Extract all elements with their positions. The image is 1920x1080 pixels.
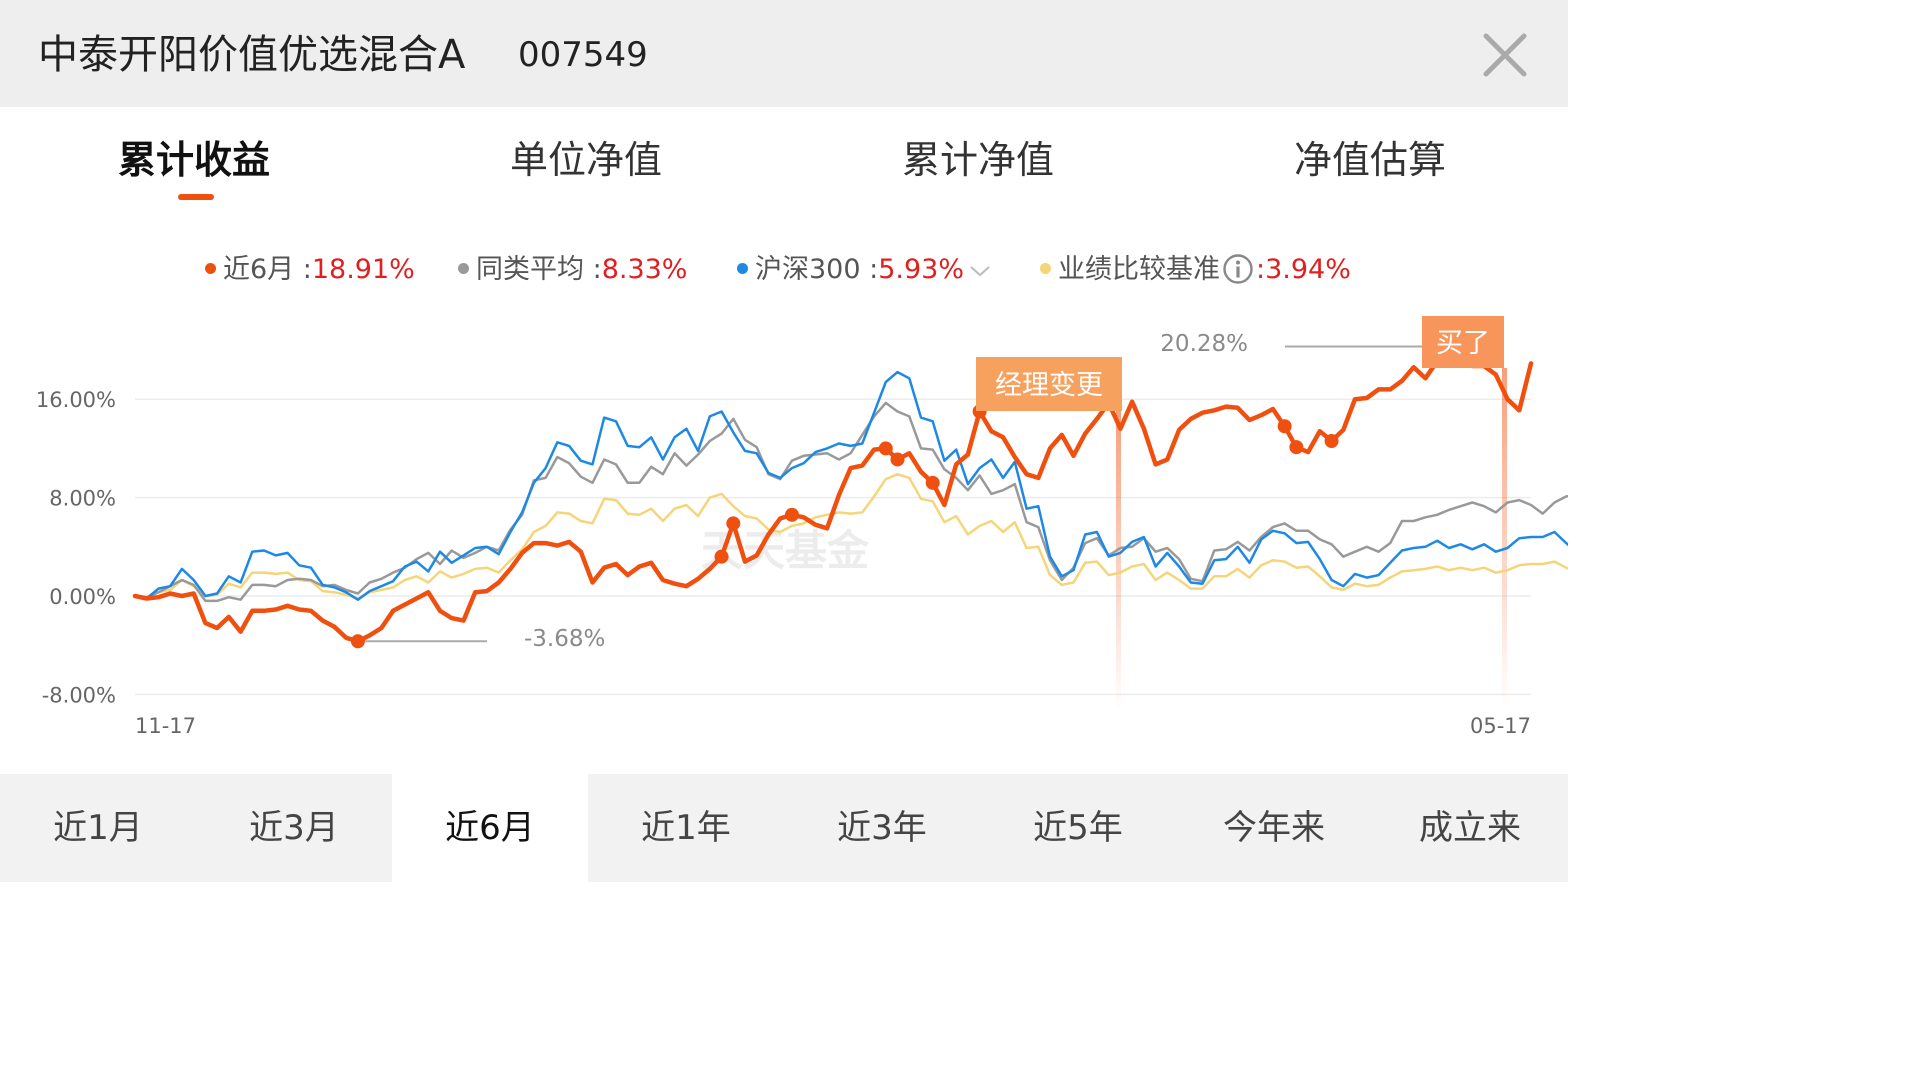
legend-item-peer-average: 同类平均 :8.33% <box>458 250 687 290</box>
trade-marker <box>878 441 893 456</box>
bought-tag-bg <box>1422 316 1504 368</box>
legend-label: 近6月 : <box>223 254 312 285</box>
range-6m[interactable]: 近6月 <box>392 774 588 882</box>
tab-nav-estimate[interactable]: 净值估算 <box>1294 138 1447 182</box>
x-axis-start-label: 11-17 <box>135 714 196 738</box>
trade-marker <box>784 507 799 522</box>
tab-unit-nav[interactable]: 单位净值 <box>510 138 663 182</box>
legend-value: 5.93% <box>878 254 964 285</box>
legend-item-fund: 近6月 :18.91% <box>205 250 415 290</box>
legend-dot <box>205 263 216 274</box>
watermark: 天天基金 <box>701 526 870 575</box>
bought-tag: 买了 <box>1436 328 1490 359</box>
range-since-inception[interactable]: 成立来 <box>1419 808 1521 848</box>
legend-label: 沪深300 : <box>755 254 879 285</box>
chevron-down-icon[interactable] <box>968 263 992 279</box>
cumulative-return-chart[interactable]: 天天基金 -8.00%0.00%8.00%16.00% 11-17 05-17 … <box>0 300 1568 770</box>
legend-label: 同类平均 : <box>476 254 602 285</box>
range-3m[interactable]: 近3月 <box>249 808 339 848</box>
fund-name: 中泰开阳价值优选混合A <box>38 32 466 78</box>
legend-value: 18.91% <box>311 254 415 285</box>
range-3y[interactable]: 近3年 <box>837 808 927 848</box>
chart-type-tabs: 累计收益 单位净值 累计净值 净值估算 <box>0 107 1568 212</box>
tab-cumulative-return[interactable]: 累计收益 <box>118 138 271 182</box>
manager-change-tag: 经理变更 <box>995 370 1103 401</box>
x-axis-end-label: 05-17 <box>1470 714 1531 738</box>
tab-cumulative-nav[interactable]: 累计净值 <box>902 138 1055 182</box>
csi300-line <box>133 370 1568 601</box>
trade-marker <box>726 516 741 531</box>
range-1y[interactable]: 近1年 <box>641 808 731 848</box>
info-icon[interactable] <box>1222 253 1254 285</box>
range-5y[interactable]: 近5年 <box>1033 808 1123 848</box>
trade-marker <box>890 452 905 467</box>
close-icon[interactable] <box>1478 28 1532 82</box>
manager-change-line <box>1116 411 1121 711</box>
max-value-label: 20.28% <box>1160 331 1248 357</box>
y-tick-label: 8.00% <box>49 487 116 511</box>
bought-line <box>1502 368 1507 708</box>
trade-marker <box>350 634 365 649</box>
trade-marker <box>925 475 940 490</box>
legend-value: :3.94% <box>1256 254 1351 285</box>
legend-dot <box>737 263 748 274</box>
trade-marker <box>714 549 729 564</box>
min-value-label: -3.68% <box>524 626 605 652</box>
fund-code: 007549 <box>518 35 648 75</box>
manager-change-tag-bg <box>976 357 1122 411</box>
legend-value: 8.33% <box>601 254 688 285</box>
title-bar: 中泰开阳价值优选混合A 007549 <box>0 0 1568 107</box>
range-1m[interactable]: 近1月 <box>53 808 143 848</box>
y-tick-label: -8.00% <box>42 683 116 707</box>
trade-marker <box>1277 419 1292 434</box>
time-range-selector: 近1月 近3月 近6月 近1年 近3年 近5年 今年来 成立来 <box>0 774 1568 882</box>
trade-marker <box>1324 434 1339 449</box>
benchmark-line <box>133 472 1568 600</box>
legend-item-csi300[interactable]: 沪深300 :5.93% <box>737 250 992 290</box>
y-tick-label: 16.00% <box>36 388 116 412</box>
y-tick-label: 0.00% <box>49 585 116 609</box>
fund-line <box>132 344 1534 644</box>
legend-dot <box>1040 263 1051 274</box>
legend-item-benchmark: 业绩比较基准 :3.94% <box>1040 250 1351 290</box>
legend-label: 业绩比较基准 <box>1058 254 1220 285</box>
trade-marker <box>1289 440 1304 455</box>
range-ytd[interactable]: 今年来 <box>1223 808 1325 848</box>
peer-average-line <box>133 401 1568 603</box>
legend-dot <box>458 263 469 274</box>
active-tab-indicator <box>178 194 214 200</box>
